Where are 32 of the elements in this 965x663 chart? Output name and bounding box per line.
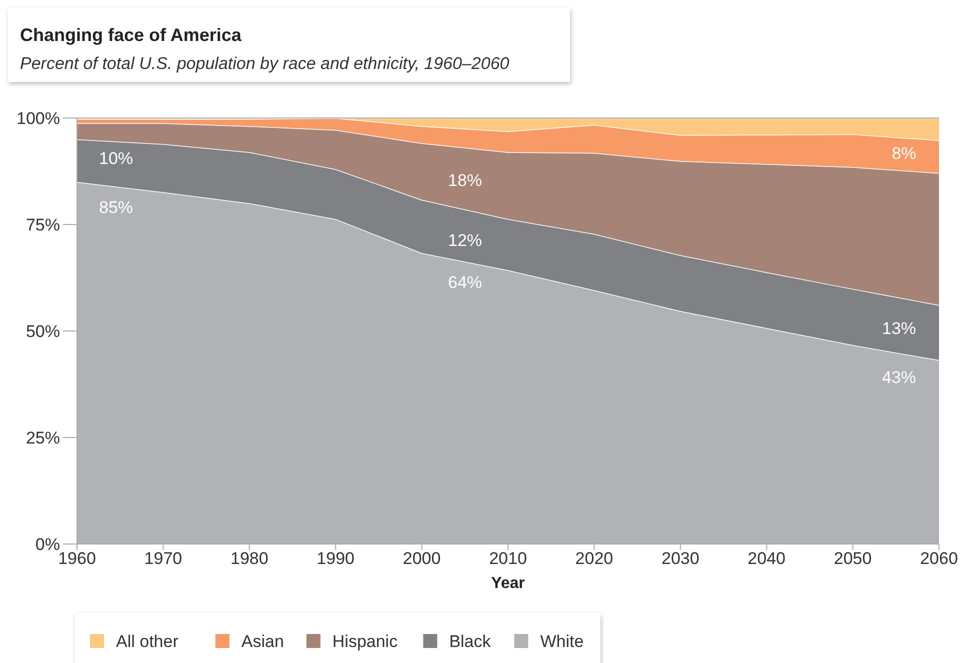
legend-label: White — [540, 632, 584, 651]
annotation: 43% — [882, 368, 916, 387]
annotation: 10% — [98, 149, 134, 168]
x-tick-label: 2010 — [489, 549, 527, 568]
annotation: 64% — [448, 273, 482, 292]
legend-label: Asian — [241, 632, 284, 651]
legend-label: All other — [116, 632, 179, 651]
x-axis-title: Year — [491, 575, 525, 592]
y-tick-label: 100% — [16, 109, 60, 128]
y-tick-label: 50% — [26, 322, 60, 341]
x-tick-label: 2030 — [661, 549, 700, 568]
annotation: 18% — [448, 171, 482, 190]
chart-title: Changing face of America — [20, 25, 242, 45]
annotation: 12% — [448, 231, 482, 250]
x-tick-label: 1990 — [316, 549, 355, 568]
x-tick-label: 2040 — [748, 549, 786, 568]
x-tick-label: 2060 — [920, 549, 958, 568]
x-tick-label: 1970 — [144, 549, 182, 568]
x-tick-label: 2020 — [575, 549, 614, 568]
chart-subtitle: Percent of total U.S. population by race and ethnicity, 1960–2060 — [20, 54, 510, 73]
y-tick-label: 0% — [35, 535, 60, 554]
x-tick-label: 1960 — [58, 549, 96, 568]
x-tick-label: 2050 — [834, 549, 872, 568]
y-tick-label: 75% — [26, 216, 60, 234]
legend-label: Black — [449, 632, 492, 651]
x-tick-label: 2000 — [402, 549, 441, 568]
y-tick-label: 25% — [26, 428, 60, 448]
legend-label: Hispanic — [332, 632, 398, 651]
x-tick-label: 1980 — [230, 549, 268, 568]
annotation: 85% — [98, 198, 134, 217]
annotation: 8% — [892, 144, 916, 163]
annotation: 13% — [882, 319, 916, 338]
